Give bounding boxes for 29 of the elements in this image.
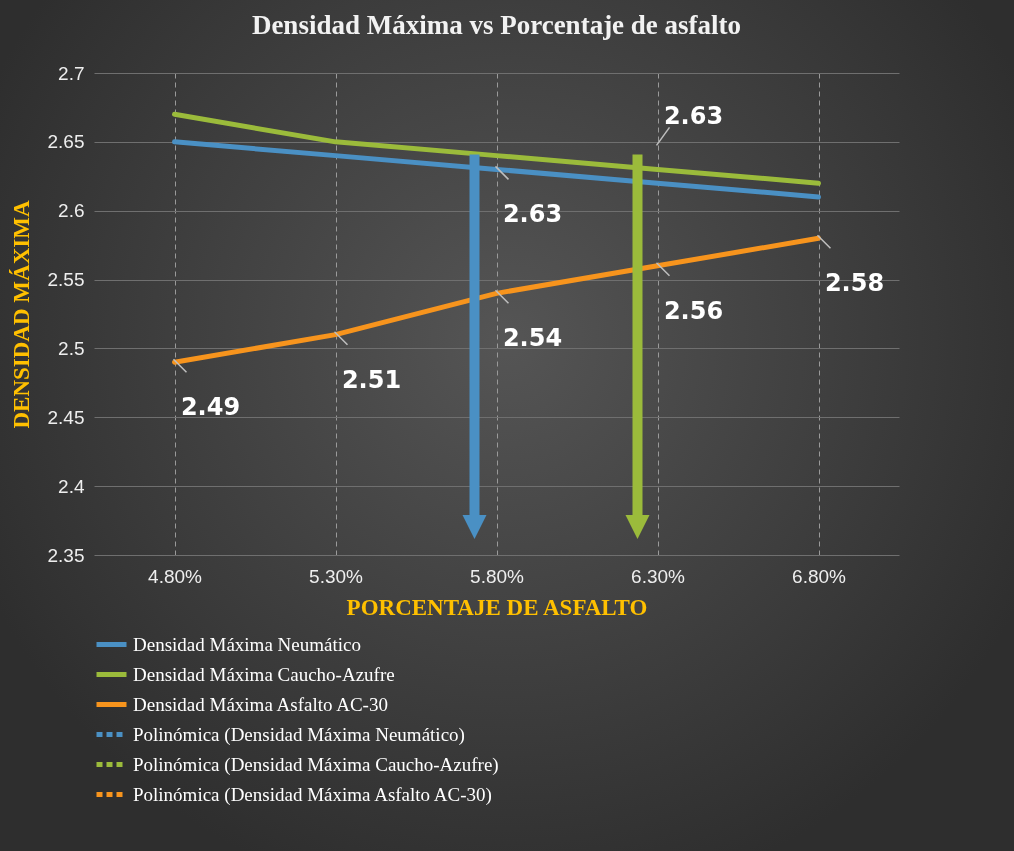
legend-label: Densidad Máxima Asfalto AC-30 bbox=[133, 693, 388, 715]
x-tick-label: 6.80% bbox=[792, 565, 847, 587]
data-label: 2.49 bbox=[180, 393, 241, 422]
data-label: 2.56 bbox=[663, 296, 724, 325]
y-tick-label: 2.4 bbox=[58, 475, 85, 497]
legend-label: Densidad Máxima Caucho-Azufre bbox=[133, 663, 395, 685]
x-tick-label: 5.30% bbox=[309, 565, 364, 587]
data-label: 2.58 bbox=[824, 269, 885, 298]
y-tick-label: 2.45 bbox=[47, 406, 85, 428]
legend-label: Polinómica (Densidad Máxima Caucho-Azufre) bbox=[133, 753, 499, 776]
data-label: 2.51 bbox=[341, 365, 402, 394]
legend-label: Polinómica (Densidad Máxima Neumático) bbox=[133, 723, 465, 746]
chart-title: Densidad Máxima vs Porcentaje de asfalto bbox=[251, 10, 742, 40]
y-axis-title: DENSIDAD MÁXIMA bbox=[8, 200, 34, 429]
data-label: 2.63 bbox=[663, 102, 724, 131]
x-tick-label: 5.80% bbox=[470, 565, 525, 587]
y-tick-label: 2.55 bbox=[47, 269, 85, 291]
y-tick-label: 2.6 bbox=[58, 200, 85, 222]
legend-label: Polinómica (Densidad Máxima Asfalto AC-30) bbox=[133, 783, 492, 806]
x-axis-title: PORCENTAJE DE ASFALTO bbox=[346, 594, 648, 620]
y-tick-label: 2.5 bbox=[58, 337, 85, 359]
x-tick-label: 6.30% bbox=[631, 565, 686, 587]
data-label: 2.54 bbox=[502, 324, 563, 353]
y-tick-label: 2.65 bbox=[47, 131, 85, 153]
y-tick-label: 2.35 bbox=[47, 544, 85, 566]
data-label: 2.63 bbox=[502, 200, 563, 229]
x-tick-label: 4.80% bbox=[148, 565, 203, 587]
legend-label: Densidad Máxima Neumático bbox=[133, 633, 361, 655]
y-tick-label: 2.7 bbox=[58, 62, 85, 84]
